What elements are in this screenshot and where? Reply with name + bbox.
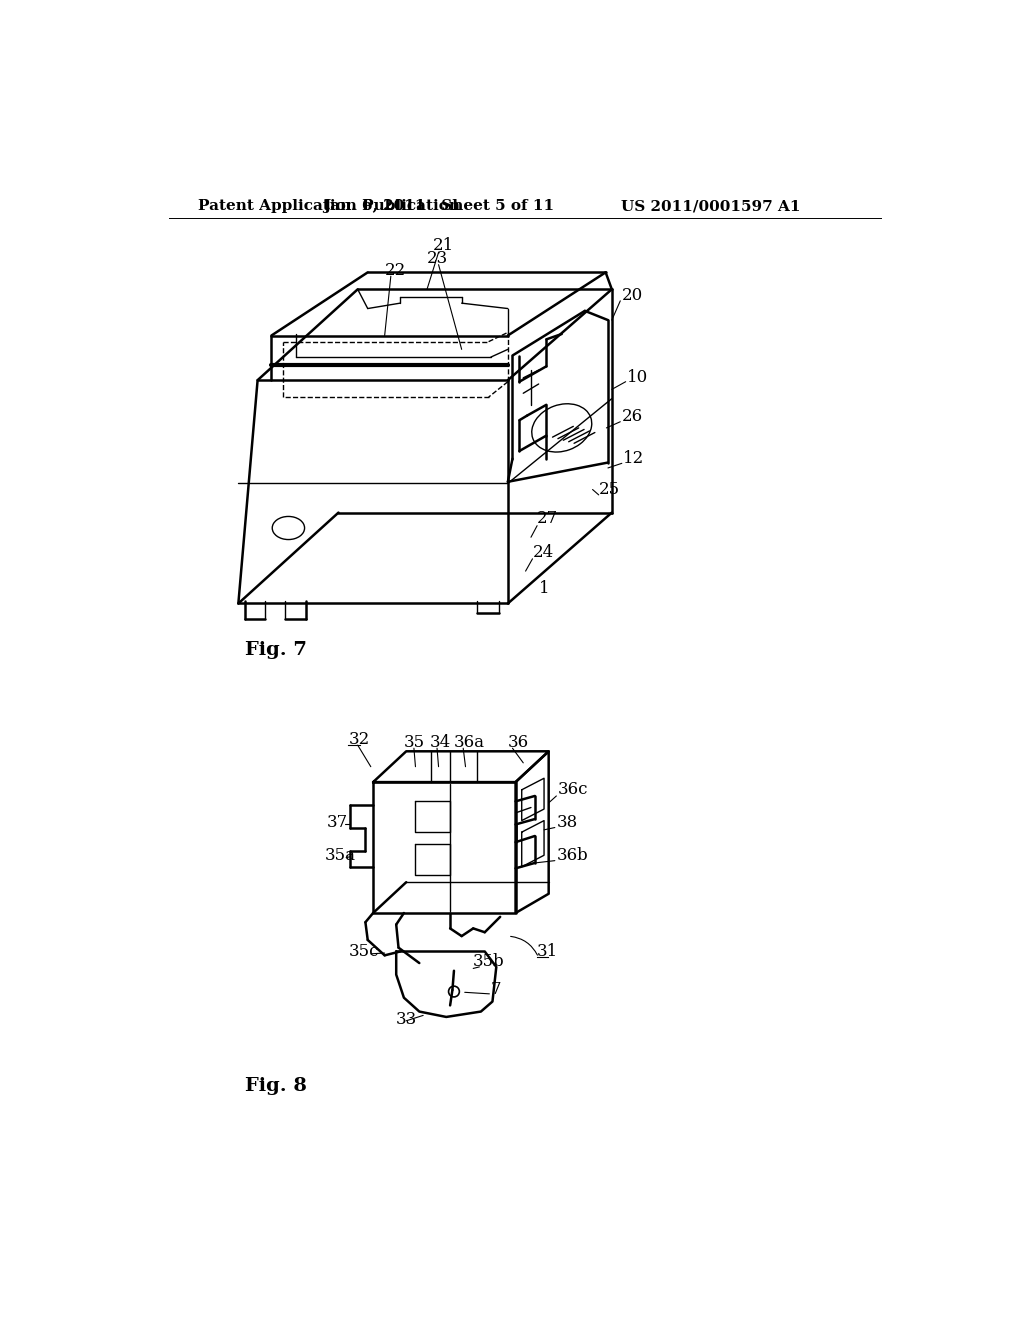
Text: 35b: 35b bbox=[473, 953, 505, 970]
Text: Patent Application Publication: Patent Application Publication bbox=[199, 199, 461, 213]
Text: 35: 35 bbox=[403, 734, 425, 751]
Text: 36b: 36b bbox=[556, 846, 588, 863]
Text: 34: 34 bbox=[429, 734, 451, 751]
Text: 12: 12 bbox=[624, 450, 645, 467]
Text: 10: 10 bbox=[628, 370, 648, 387]
Text: 38: 38 bbox=[556, 813, 578, 830]
Text: 35c: 35c bbox=[348, 942, 379, 960]
Text: 35a: 35a bbox=[325, 846, 355, 863]
Text: 31: 31 bbox=[538, 942, 558, 960]
Text: 36: 36 bbox=[508, 734, 529, 751]
Text: Fig. 8: Fig. 8 bbox=[245, 1077, 306, 1096]
Text: US 2011/0001597 A1: US 2011/0001597 A1 bbox=[621, 199, 801, 213]
Text: Jan. 6, 2011   Sheet 5 of 11: Jan. 6, 2011 Sheet 5 of 11 bbox=[323, 199, 554, 213]
Text: 27: 27 bbox=[538, 511, 558, 527]
Text: 7: 7 bbox=[490, 982, 502, 998]
Text: 26: 26 bbox=[622, 408, 643, 425]
Text: 22: 22 bbox=[385, 261, 406, 279]
Text: 24: 24 bbox=[532, 544, 554, 561]
Text: 25: 25 bbox=[599, 480, 620, 498]
Text: 1: 1 bbox=[539, 579, 549, 597]
Text: 32: 32 bbox=[348, 731, 370, 748]
Text: 36c: 36c bbox=[558, 781, 589, 799]
Text: 33: 33 bbox=[396, 1011, 418, 1028]
Text: Fig. 7: Fig. 7 bbox=[245, 640, 306, 659]
Text: 36a: 36a bbox=[454, 734, 485, 751]
Text: 37: 37 bbox=[327, 813, 348, 830]
Text: 20: 20 bbox=[622, 286, 643, 304]
Text: 21: 21 bbox=[433, 236, 455, 253]
Text: 23: 23 bbox=[427, 249, 449, 267]
